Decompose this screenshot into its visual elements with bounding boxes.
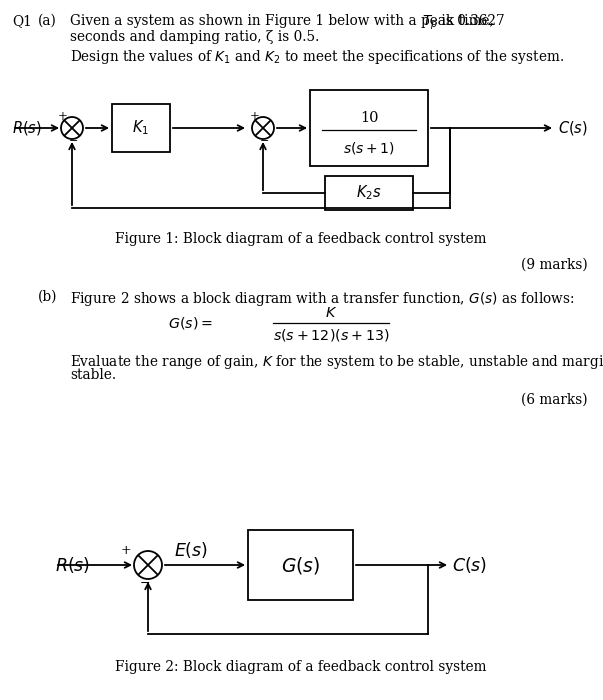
Text: +: + xyxy=(58,109,68,122)
Text: Q1: Q1 xyxy=(12,14,32,28)
Text: Figure 1: Block diagram of a feedback control system: Figure 1: Block diagram of a feedback co… xyxy=(115,232,487,246)
Text: $G(s)$: $G(s)$ xyxy=(281,554,320,575)
Text: (9 marks): (9 marks) xyxy=(521,258,588,272)
Text: (b): (b) xyxy=(38,290,57,304)
Text: +: + xyxy=(250,109,260,122)
Text: Design the values of $K_1$ and $K_2$ to meet the specifications of the system.: Design the values of $K_1$ and $K_2$ to … xyxy=(70,48,564,66)
Text: −: − xyxy=(140,577,150,589)
Text: $C(s)$: $C(s)$ xyxy=(452,555,487,575)
Bar xyxy=(112,104,170,152)
Text: $R(s)$: $R(s)$ xyxy=(12,119,42,137)
Text: $s(s +1)$: $s(s +1)$ xyxy=(343,140,395,156)
Text: Evaluate the range of gain, $K$ for the system to be stable, unstable and margin: Evaluate the range of gain, $K$ for the … xyxy=(70,353,603,371)
Text: seconds and damping ratio, ζ is 0.5.: seconds and damping ratio, ζ is 0.5. xyxy=(70,30,320,44)
Text: $R(s)$: $R(s)$ xyxy=(55,555,90,575)
Text: is 0.3627: is 0.3627 xyxy=(437,14,505,28)
Text: $T_p$: $T_p$ xyxy=(422,14,438,32)
Text: (a): (a) xyxy=(38,14,57,28)
Text: $C(s)$: $C(s)$ xyxy=(558,119,588,137)
Text: $K$: $K$ xyxy=(325,306,337,320)
Text: Given a system as shown in Figure 1 below with a peak time,: Given a system as shown in Figure 1 belo… xyxy=(70,14,498,28)
Text: −: − xyxy=(69,136,78,146)
Text: $G(s) =$: $G(s) =$ xyxy=(168,315,213,331)
Text: Figure 2: Block diagram of a feedback control system: Figure 2: Block diagram of a feedback co… xyxy=(115,660,487,674)
Bar xyxy=(248,530,353,600)
Text: Figure 2 shows a block diagram with a transfer function, $G(s)$ as follows:: Figure 2 shows a block diagram with a tr… xyxy=(70,290,575,308)
Text: $K_2 s$: $K_2 s$ xyxy=(356,183,382,202)
Text: −: − xyxy=(260,136,270,146)
Bar xyxy=(325,176,413,210)
Text: $K_1$: $K_1$ xyxy=(133,118,150,137)
Text: (6 marks): (6 marks) xyxy=(522,393,588,407)
Bar xyxy=(310,90,428,166)
Text: $s(s + 12)(s + 13)$: $s(s + 12)(s + 13)$ xyxy=(273,327,390,343)
Text: 10: 10 xyxy=(360,111,378,125)
Text: +: + xyxy=(121,545,131,557)
Text: stable.: stable. xyxy=(70,368,116,382)
Text: $E(s)$: $E(s)$ xyxy=(174,540,208,560)
